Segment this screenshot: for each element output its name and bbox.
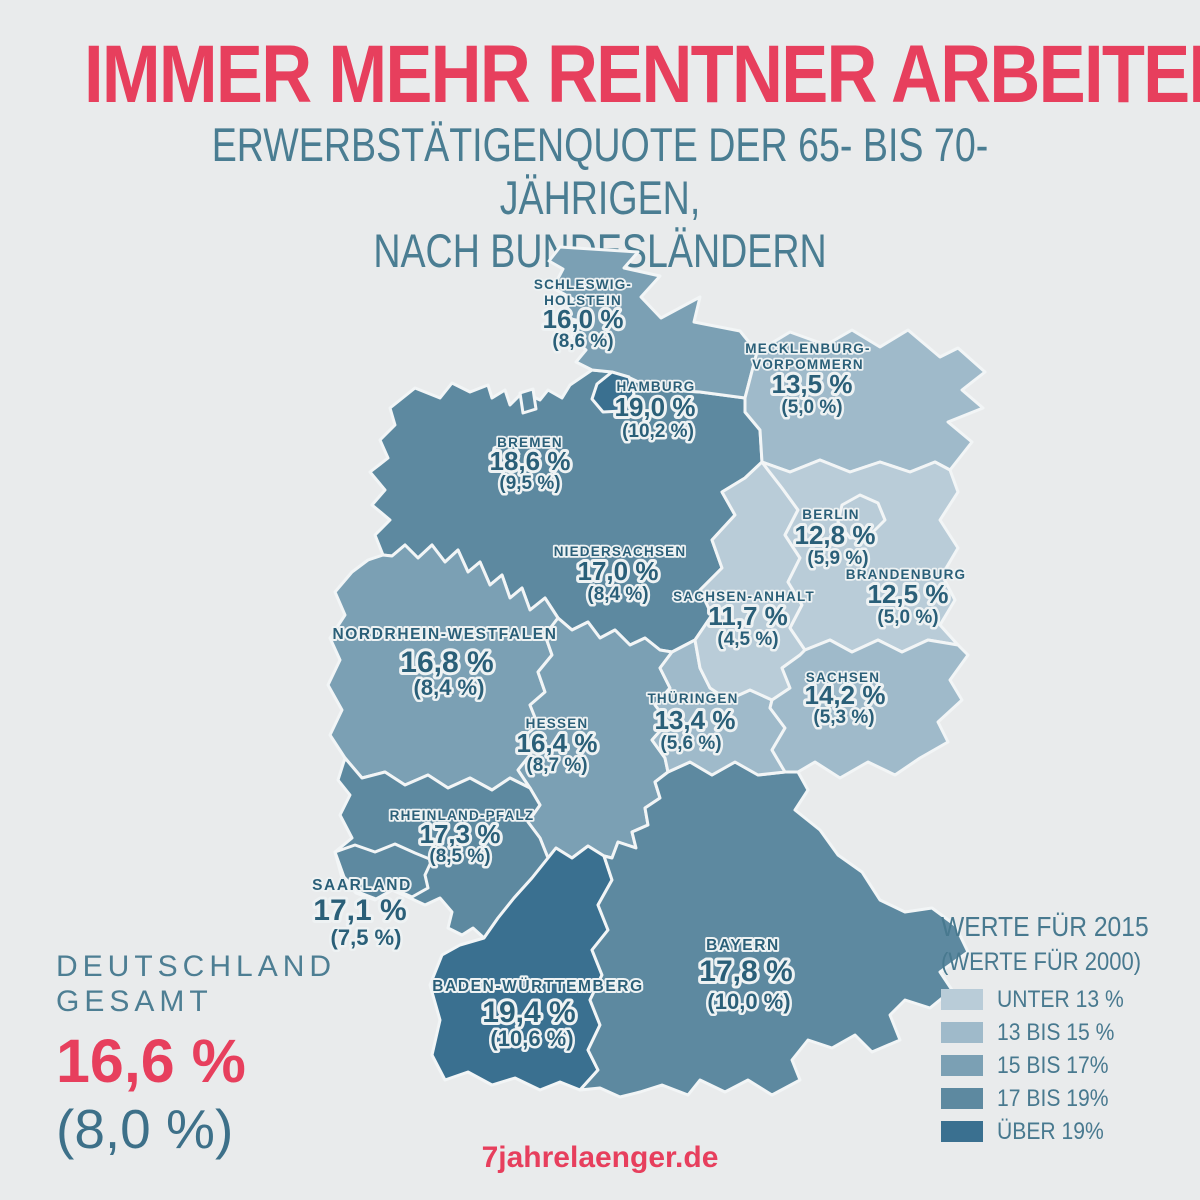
- prev-nordrhein-westfalen: (8,4 %): [414, 675, 485, 700]
- legend-subtitle: (WERTE FÜR 2000): [941, 948, 1142, 976]
- legend-row: ÜBER 19%: [941, 1118, 1191, 1145]
- value-schleswig-holstein: 16,0 %: [543, 304, 624, 334]
- page-subtitle: ERWERBSTÄTIGENQUOTE DER 65- BIS 70-JÄHRI…: [120, 118, 1080, 277]
- legend-label-17-19: 17 BIS 19%: [997, 1084, 1109, 1112]
- label-schleswig-holstein-2: HOLSTEIN: [544, 293, 622, 308]
- label-saarland: SAARLAND: [312, 877, 412, 894]
- prev-mecklenburg-vorpommern: (5,0 %): [781, 397, 842, 418]
- label-mecklenburg-vorpommern-1: MECKLENBURG-: [745, 341, 870, 356]
- page-title: IMMER MEHR RENTNER ARBEITEN: [84, 29, 1200, 120]
- state-shape-sachsen: [768, 638, 970, 780]
- value-saarland: 17,1 %: [313, 894, 406, 927]
- value-bremen: 18,6 %: [490, 446, 571, 476]
- legend-label-over-19: ÜBER 19%: [997, 1117, 1104, 1145]
- state-shape-bremerhaven: [518, 387, 538, 415]
- state-shape-berlin: [836, 493, 887, 540]
- germany-total-value-2000: (8,0 %): [56, 1098, 234, 1160]
- label-bayern: BAYERN: [706, 937, 780, 954]
- legend-label-15-17: 15 BIS 17%: [997, 1051, 1109, 1079]
- label-sachsen: SACHSEN: [806, 670, 880, 685]
- germany-total: DEUTSCHLAND GESAMT 16,6 % (8,0 %): [56, 950, 336, 1157]
- legend-label-under-13: UNTER 13 %: [997, 985, 1124, 1013]
- legend-label-13-15: 13 BIS 15 %: [997, 1018, 1115, 1046]
- value-sachsen-anhalt: 11,7 %: [708, 601, 788, 631]
- prev-bremen: (9,5 %): [499, 473, 560, 494]
- label-brandenburg: BRANDENBURG: [846, 567, 966, 582]
- prev-hessen: (8,7 %): [526, 755, 587, 776]
- prev-schleswig-holstein: (8,6 %): [552, 331, 613, 352]
- label-nordrhein-westfalen: NORDRHEIN-WESTFALEN: [332, 626, 557, 643]
- label-thueringen: THÜRINGEN: [647, 691, 738, 706]
- label-bremen: BREMEN: [497, 435, 563, 450]
- legend-swatch-15-17: [941, 1055, 983, 1076]
- value-niedersachsen: 17,0 %: [578, 556, 659, 586]
- label-baden-wuerttemberg: BADEN-WÜRTTEMBERG: [432, 978, 643, 995]
- value-mecklenburg-vorpommern: 13,5 %: [772, 369, 853, 399]
- legend-title: WERTE FÜR 2015: [941, 911, 1149, 942]
- label-rheinland-pfalz: RHEINLAND-PFALZ: [390, 808, 535, 823]
- label-sachsen-anhalt: SACHSEN-ANHALT: [673, 589, 815, 604]
- value-thueringen: 13,4 %: [655, 705, 736, 735]
- germany-total-label-2: GESAMT: [56, 984, 213, 1018]
- value-hamburg: 19,0 %: [615, 392, 696, 422]
- value-nordrhein-westfalen: 16,8 %: [400, 646, 493, 679]
- value-bayern: 17,8 %: [699, 955, 792, 988]
- prev-sachsen: (5,3 %): [813, 707, 874, 728]
- legend-swatch-17-19: [941, 1088, 983, 1109]
- legend-swatch-under-13: [941, 989, 983, 1010]
- value-sachsen: 14,2 %: [805, 680, 886, 710]
- label-hessen: HESSEN: [526, 716, 589, 731]
- footer-link[interactable]: 7jahrelaenger.de: [481, 1141, 719, 1174]
- legend: WERTE FÜR 2015 (WERTE FÜR 2000) UNTER 13…: [941, 911, 1191, 1145]
- state-shape-schleswig-holstein: [547, 245, 759, 400]
- prev-niedersachsen: (8,4 %): [587, 584, 648, 605]
- prev-sachsen-anhalt: (4,5 %): [717, 629, 778, 650]
- state-shape-saarland: [333, 842, 434, 901]
- value-baden-wuerttemberg: 19,4 %: [482, 996, 575, 1029]
- legend-row: 13 BIS 15 %: [941, 1019, 1191, 1046]
- state-shape-bremen: [490, 439, 521, 467]
- value-rheinland-pfalz: 17,3 %: [420, 819, 501, 849]
- legend-row: 15 BIS 17%: [941, 1052, 1191, 1079]
- label-mecklenburg-vorpommern-2: VORPOMMERN: [752, 357, 864, 372]
- germany-total-value-2015: 16,6 %: [56, 1027, 246, 1095]
- prev-berlin: (5,9 %): [807, 548, 868, 569]
- value-brandenburg: 12,5 %: [868, 579, 949, 609]
- value-berlin: 12,8 %: [795, 520, 876, 550]
- state-shape-hamburg: [590, 370, 636, 414]
- prev-saarland: (7,5 %): [331, 925, 402, 950]
- label-berlin: BERLIN: [802, 507, 859, 522]
- legend-row: 17 BIS 19%: [941, 1085, 1191, 1112]
- legend-swatch-over-19: [941, 1121, 983, 1142]
- prev-rheinland-pfalz: (8,5 %): [429, 846, 490, 867]
- label-hamburg: HAMBURG: [617, 379, 696, 394]
- legend-row: UNTER 13 %: [941, 986, 1191, 1013]
- label-niedersachsen: NIEDERSACHSEN: [554, 544, 687, 559]
- prev-thueringen: (5,6 %): [660, 733, 721, 754]
- prev-brandenburg: (5,0 %): [877, 607, 938, 628]
- prev-baden-wuerttemberg: (10,6 %): [490, 1026, 573, 1051]
- value-hessen: 16,4 %: [517, 728, 598, 758]
- subtitle-line-1: ERWERBSTÄTIGENQUOTE DER 65- BIS 70-JÄHRI…: [211, 118, 989, 225]
- legend-swatch-13-15: [941, 1022, 983, 1043]
- prev-hamburg: (10,2 %): [622, 421, 694, 442]
- label-schleswig-holstein-1: SCHLESWIG-: [534, 277, 632, 292]
- prev-bayern: (10,0 %): [707, 989, 790, 1014]
- germany-total-label-1: DEUTSCHLAND: [56, 950, 337, 983]
